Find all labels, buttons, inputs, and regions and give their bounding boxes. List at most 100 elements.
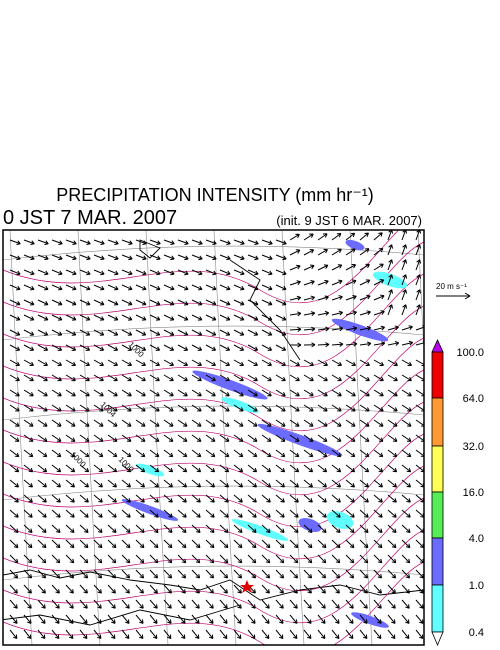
wind-arrow bbox=[317, 434, 328, 442]
wind-arrow bbox=[149, 569, 159, 579]
wind-arrow bbox=[303, 311, 316, 317]
wind-arrow bbox=[37, 539, 47, 549]
wind-arrow bbox=[247, 269, 259, 276]
wind-arrow bbox=[205, 254, 217, 261]
wind-arrow bbox=[149, 584, 158, 594]
wind-arrow bbox=[107, 554, 117, 564]
wind-arrow bbox=[233, 509, 243, 518]
wind-arrow bbox=[23, 569, 33, 579]
wind-arrow bbox=[373, 263, 384, 271]
wind-arrow bbox=[247, 554, 257, 564]
colorbar-segment bbox=[431, 584, 444, 633]
wind-arrow bbox=[65, 254, 77, 261]
wind-arrow bbox=[191, 269, 203, 276]
wind-arrow bbox=[387, 274, 394, 286]
wind-arrow bbox=[359, 389, 370, 397]
isobar-label: 1000 bbox=[69, 450, 88, 469]
wind-arrow bbox=[163, 254, 175, 261]
wind-arrow bbox=[317, 264, 329, 271]
wind-arrow bbox=[261, 464, 272, 473]
wind-arrow bbox=[135, 449, 146, 458]
wind-arrow bbox=[107, 329, 119, 336]
wind-arrow bbox=[261, 254, 273, 261]
wind-arrow bbox=[289, 233, 300, 241]
wind-arrow bbox=[65, 269, 77, 276]
wind-arrow bbox=[51, 299, 63, 306]
wind-arrow bbox=[205, 389, 216, 397]
wind-arrow bbox=[163, 479, 173, 488]
wind-arrow bbox=[387, 509, 397, 518]
wind-arrow bbox=[205, 434, 216, 442]
wind-arrow bbox=[37, 614, 46, 624]
wind-arrow bbox=[9, 629, 18, 640]
wind-arrow bbox=[177, 554, 187, 564]
colorbar-label: 64.0 bbox=[463, 393, 484, 405]
wind-arrow bbox=[373, 341, 386, 347]
wind-arrow bbox=[65, 434, 76, 442]
wind-arrow bbox=[51, 494, 61, 503]
wind-arrow bbox=[401, 449, 412, 458]
wind-arrow bbox=[149, 449, 160, 458]
wind-arrow bbox=[107, 539, 117, 549]
wind-arrow bbox=[163, 344, 175, 351]
wind-arrow bbox=[107, 254, 119, 261]
wind-arrow bbox=[219, 329, 231, 336]
wind-arrow bbox=[163, 509, 173, 518]
wind-arrow bbox=[93, 344, 105, 351]
wind-arrow bbox=[177, 434, 188, 442]
wind-arrow bbox=[135, 359, 146, 367]
wind-arrow bbox=[149, 284, 161, 291]
wind-arrow bbox=[149, 614, 158, 624]
wind-arrow bbox=[345, 326, 358, 331]
wind-arrow bbox=[219, 359, 230, 367]
wind-arrow bbox=[65, 329, 77, 336]
wind-arrow bbox=[149, 359, 160, 367]
wind-arrow bbox=[387, 259, 394, 271]
wind-arrow bbox=[51, 584, 60, 594]
wind-arrow bbox=[303, 569, 313, 579]
wind-arrow bbox=[359, 310, 371, 316]
wind-arrow bbox=[107, 599, 116, 609]
wind-arrow bbox=[373, 389, 384, 397]
wind-arrow bbox=[23, 389, 34, 397]
wind-arrow bbox=[233, 254, 245, 261]
wind-arrow bbox=[177, 584, 186, 594]
wind-arrow bbox=[107, 374, 118, 382]
wind-arrow bbox=[51, 629, 60, 640]
wind-arrow bbox=[233, 584, 242, 594]
wind-arrow bbox=[345, 554, 355, 564]
wind-arrow bbox=[359, 359, 370, 367]
wind-arrow bbox=[79, 239, 91, 246]
wind-arrow bbox=[401, 584, 410, 594]
wind-arrow bbox=[415, 614, 424, 624]
wind-arrow bbox=[79, 599, 88, 609]
wind-arrow bbox=[345, 264, 357, 271]
wind-arrow bbox=[359, 263, 370, 271]
wind-arrow bbox=[303, 554, 313, 564]
wind-arrow bbox=[373, 325, 386, 331]
wind-arrow bbox=[247, 614, 256, 624]
wind-arrow bbox=[65, 419, 76, 427]
wind-arrow bbox=[247, 434, 258, 442]
wind-arrow bbox=[373, 279, 385, 286]
wind-arrow bbox=[121, 479, 131, 488]
wind-arrow bbox=[79, 479, 89, 488]
wind-arrow bbox=[205, 584, 214, 594]
wind-arrow bbox=[65, 464, 76, 473]
wind-arrow bbox=[233, 239, 245, 246]
wind-arrow bbox=[121, 329, 133, 336]
wind-arrow bbox=[79, 329, 91, 336]
wind-arrow bbox=[233, 494, 243, 503]
wind-arrow bbox=[37, 434, 48, 442]
wind-arrow bbox=[233, 329, 245, 336]
wind-arrow bbox=[219, 374, 230, 382]
wind-arrow bbox=[317, 295, 329, 301]
wind-arrow bbox=[107, 584, 116, 594]
wind-arrow bbox=[191, 464, 202, 473]
wind-arrow bbox=[37, 254, 49, 261]
wind-arrow bbox=[289, 569, 299, 579]
wind-arrow bbox=[261, 569, 271, 579]
wind-arrow bbox=[317, 233, 328, 241]
colorbar-bottom bbox=[431, 631, 444, 647]
wind-arrow bbox=[23, 329, 35, 336]
